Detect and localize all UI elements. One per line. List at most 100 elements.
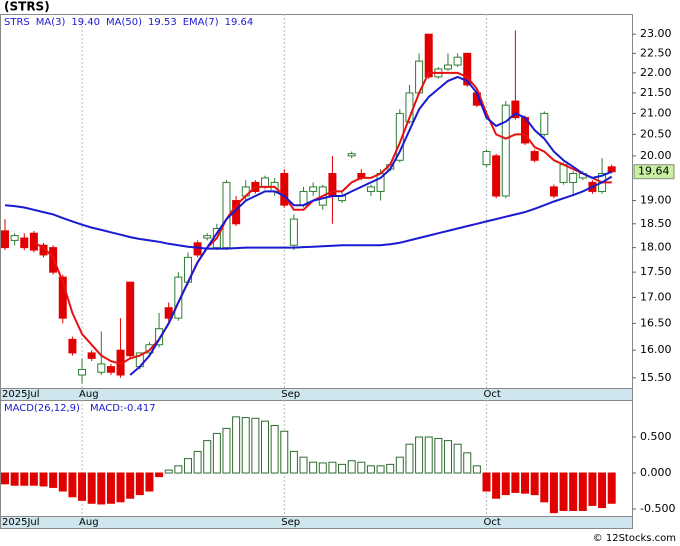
candle-body <box>203 235 212 239</box>
macd-bar <box>424 436 433 474</box>
y-tick-label: 22.00 <box>640 66 672 79</box>
x-tick-label: Sep <box>281 389 300 400</box>
macd-bar <box>164 469 173 474</box>
candle-body <box>453 56 462 66</box>
y-tick-label: 17.00 <box>640 290 672 303</box>
macd-bar <box>549 472 558 514</box>
price-panel <box>0 14 633 389</box>
macd-bar <box>193 450 202 474</box>
candle-body <box>492 155 501 197</box>
macd-bar <box>241 417 250 474</box>
macd-bar <box>492 472 501 499</box>
candle-body <box>366 186 375 192</box>
macd-bar <box>289 450 298 474</box>
candle-body <box>482 151 491 166</box>
ma-line <box>4 175 613 250</box>
x-tick-label: Aug <box>79 389 99 400</box>
macd-bar <box>472 465 481 474</box>
x-tick-label: Oct <box>484 517 501 528</box>
macd-bar <box>58 472 67 492</box>
y-tick-label: 21.00 <box>640 106 672 119</box>
macd-bar <box>1 472 9 485</box>
legend-name: EMA(7) <box>183 17 219 28</box>
x-tick-label: Oct <box>484 389 501 400</box>
macd-bar <box>212 432 221 474</box>
candle-body <box>559 164 568 183</box>
macd-value: MACD:-0.417 <box>90 403 156 414</box>
macd-bar <box>39 472 48 487</box>
macd-panel <box>0 400 633 517</box>
legend-value: 19.40 <box>71 17 100 28</box>
candle-body <box>309 186 318 192</box>
candle-body <box>58 276 67 319</box>
macd-bar <box>443 440 452 474</box>
candle-body <box>174 276 183 319</box>
candle-body <box>280 172 289 206</box>
macd-bar <box>116 472 125 503</box>
macd-bar <box>482 472 491 492</box>
candle-body <box>395 112 404 161</box>
candle-body <box>106 366 115 373</box>
last-price-tag <box>633 164 675 180</box>
y-tick-label: -0.500 <box>640 502 675 515</box>
macd-bar <box>174 465 183 474</box>
candle-body <box>164 307 173 319</box>
macd-bar <box>106 472 115 504</box>
candle-body <box>87 352 96 359</box>
macd-bar <box>309 461 318 474</box>
ma-line <box>129 75 613 376</box>
candle-body <box>530 151 539 161</box>
macd-bar <box>29 472 38 486</box>
macd-bar <box>222 427 231 474</box>
macd-bar <box>405 443 414 474</box>
y-tick-label: 22.50 <box>640 46 672 59</box>
candle-body <box>443 64 452 70</box>
macd-bar <box>232 416 241 474</box>
y-tick-label: 16.50 <box>640 316 672 329</box>
macd-bar <box>299 456 308 474</box>
last-price-label: 19.64 <box>638 165 670 178</box>
candle-body <box>78 368 87 376</box>
macd-bar <box>68 472 77 498</box>
macd-bar <box>511 472 520 493</box>
macd-bar <box>338 463 347 474</box>
legend-value: 19.53 <box>148 17 177 28</box>
macd-bar <box>569 472 578 511</box>
macd-bar <box>49 472 58 488</box>
macd-bar <box>501 472 510 496</box>
candle-body <box>29 232 38 251</box>
y-tick-label: 0.000 <box>640 466 672 479</box>
y-tick-label: 18.50 <box>640 217 672 230</box>
macd-bar <box>280 430 289 474</box>
macd-bar <box>415 436 424 474</box>
macd-bar <box>261 420 270 474</box>
candle-body <box>20 237 29 249</box>
macd-bar <box>126 472 135 499</box>
macd-bar <box>87 472 96 504</box>
macd-bar <box>588 472 597 506</box>
macd-bar <box>434 437 443 474</box>
candle-body <box>424 33 433 78</box>
macd-bar <box>145 472 154 492</box>
macd-bar <box>540 472 549 503</box>
chart-title: (STRS) <box>4 0 50 14</box>
candle-body <box>607 166 616 173</box>
macd-bar <box>347 460 356 474</box>
macd-bar <box>521 472 530 494</box>
x-tick-label: 2025Jul <box>2 517 40 528</box>
candle-body <box>97 363 106 373</box>
macd-bar <box>453 443 462 474</box>
y-tick-label: 21.50 <box>640 86 672 99</box>
candle-body <box>540 112 549 135</box>
macd-bar <box>357 461 366 474</box>
macd-bar <box>395 456 404 474</box>
y-tick-label: 18.00 <box>640 241 672 254</box>
macd-bar <box>328 461 337 474</box>
y-tick-label: 16.00 <box>640 343 672 356</box>
candle-body <box>193 242 202 256</box>
macd-bar <box>607 472 616 504</box>
macd-bar <box>183 458 192 474</box>
y-tick-label: 23.00 <box>640 27 672 40</box>
y-tick-label: 17.50 <box>640 265 672 278</box>
macd-bar <box>203 440 212 474</box>
